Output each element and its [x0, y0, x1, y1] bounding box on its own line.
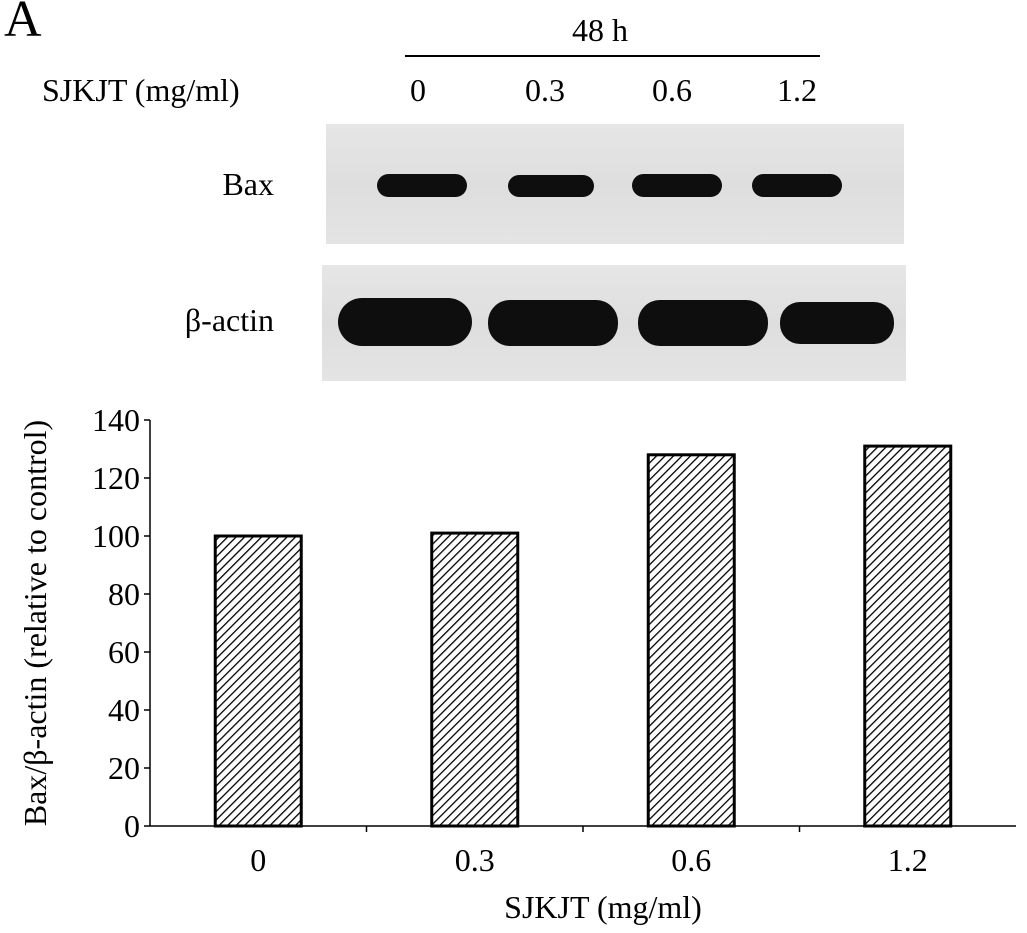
bax-band-0: [377, 174, 467, 197]
time-bracket-line: [405, 55, 820, 57]
blot-label-beta-actin: β-actin: [184, 302, 274, 338]
actin-band-0: [338, 298, 472, 346]
y-tick-label: 120: [92, 460, 140, 496]
actin-band-2: [638, 300, 768, 346]
y-tick-label: 20: [108, 750, 140, 786]
y-tick-label: 40: [108, 692, 140, 728]
bax-band-3: [752, 174, 842, 197]
beta-actin-blot: [322, 265, 906, 381]
bax-band-2: [632, 174, 722, 197]
time-label: 48 h: [572, 12, 628, 48]
y-tick-label: 60: [108, 634, 140, 670]
panel-letter: A: [4, 0, 42, 48]
x-axis-label: SJKJT (mg/ml): [504, 889, 702, 925]
bax-band-1: [508, 175, 594, 197]
bar-0: [213, 534, 303, 828]
bar-0.6: [646, 453, 736, 828]
y-tick-label: 100: [92, 518, 140, 554]
x-tick-label: 0.3: [455, 842, 495, 878]
actin-band-3: [780, 302, 894, 344]
x-tick-label: 1.2: [888, 842, 928, 878]
dose-label-1: 0.3: [525, 72, 565, 108]
x-tick-label: 0.6: [671, 842, 711, 878]
dose-label-3: 1.2: [777, 72, 817, 108]
x-tick-label: 0: [250, 842, 266, 878]
dose-label-0: 0: [410, 72, 426, 108]
y-tick-label: 140: [92, 402, 140, 438]
dose-label-2: 0.6: [652, 72, 692, 108]
y-tick-label: 0: [124, 808, 140, 844]
blot-label-bax: Bax: [222, 166, 274, 202]
y-tick-label: 80: [108, 576, 140, 612]
actin-band-1: [488, 300, 618, 346]
dose-axis-title: SJKJT (mg/ml): [42, 72, 240, 108]
y-axis-label: Bax/β-actin (relative to control): [17, 420, 53, 826]
bar-0.3: [430, 531, 520, 828]
bar-1.2: [863, 444, 953, 828]
bax-blot: [326, 124, 904, 244]
